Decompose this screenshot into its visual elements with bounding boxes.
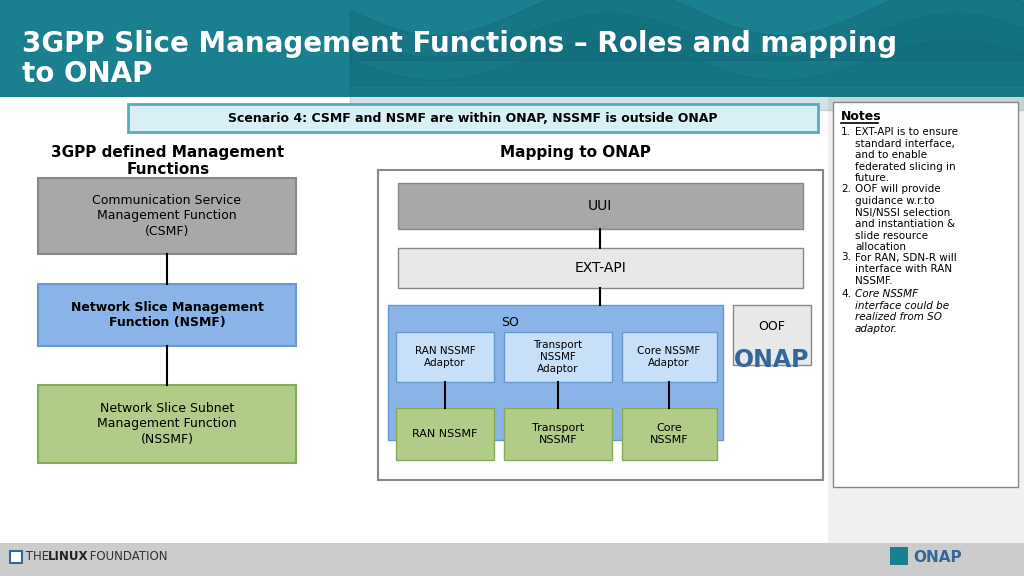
FancyBboxPatch shape (388, 305, 723, 440)
FancyBboxPatch shape (733, 305, 811, 365)
Text: 4.: 4. (841, 289, 851, 299)
FancyBboxPatch shape (398, 183, 803, 229)
FancyBboxPatch shape (128, 104, 818, 132)
Text: SO: SO (501, 316, 519, 329)
Text: Transport
NSSMF: Transport NSSMF (531, 423, 584, 445)
FancyBboxPatch shape (504, 332, 612, 382)
FancyBboxPatch shape (0, 97, 1024, 576)
FancyBboxPatch shape (396, 332, 494, 382)
Text: LINUX: LINUX (48, 551, 88, 563)
FancyBboxPatch shape (378, 170, 823, 480)
FancyBboxPatch shape (833, 102, 1018, 487)
FancyBboxPatch shape (504, 408, 612, 460)
Text: EXT-API: EXT-API (574, 261, 626, 275)
Text: OOF: OOF (759, 320, 785, 332)
Text: RAN NSSMF: RAN NSSMF (413, 429, 477, 439)
Text: Mapping to ONAP: Mapping to ONAP (500, 145, 650, 160)
Text: Transport
NSSMF
Adaptor: Transport NSSMF Adaptor (534, 340, 583, 374)
Text: ONAP: ONAP (734, 348, 810, 372)
FancyBboxPatch shape (622, 408, 717, 460)
Text: OOF will provide
guidance w.r.to
NSI/NSSI selection
and instantiation &
slide re: OOF will provide guidance w.r.to NSI/NSS… (855, 184, 955, 252)
Text: ONAP: ONAP (913, 550, 962, 564)
Text: Network Slice Subnet
Management Function
(NSSMF): Network Slice Subnet Management Function… (97, 403, 237, 445)
FancyBboxPatch shape (398, 248, 803, 288)
Text: Network Slice Management
Function (NSMF): Network Slice Management Function (NSMF) (71, 301, 263, 329)
Text: 2.: 2. (841, 184, 851, 195)
Text: For RAN, SDN-R will
interface with RAN
NSSMF.: For RAN, SDN-R will interface with RAN N… (855, 252, 956, 286)
FancyBboxPatch shape (38, 178, 296, 254)
FancyBboxPatch shape (622, 332, 717, 382)
FancyBboxPatch shape (890, 547, 908, 565)
FancyBboxPatch shape (396, 408, 494, 460)
Text: 1.: 1. (841, 127, 851, 137)
Text: to ONAP: to ONAP (22, 60, 153, 88)
FancyBboxPatch shape (10, 551, 22, 563)
Text: THE: THE (22, 551, 53, 563)
FancyBboxPatch shape (0, 0, 1024, 97)
Text: 3GPP Slice Management Functions – Roles and mapping: 3GPP Slice Management Functions – Roles … (22, 30, 897, 58)
Text: RAN NSSMF
Adaptor: RAN NSSMF Adaptor (415, 346, 475, 368)
FancyBboxPatch shape (38, 284, 296, 346)
Text: UUI: UUI (588, 199, 612, 213)
Text: EXT-API is to ensure
standard interface,
and to enable
federated slicing in
futu: EXT-API is to ensure standard interface,… (855, 127, 958, 183)
Text: Core
NSSMF: Core NSSMF (649, 423, 688, 445)
Text: 3GPP defined Management
Functions: 3GPP defined Management Functions (51, 145, 285, 177)
Text: Core NSSMF
Adaptor: Core NSSMF Adaptor (637, 346, 700, 368)
FancyBboxPatch shape (0, 543, 1024, 576)
FancyBboxPatch shape (38, 385, 296, 463)
Text: 3.: 3. (841, 252, 851, 263)
Text: Scenario 4: CSMF and NSMF are within ONAP, NSSMF is outside ONAP: Scenario 4: CSMF and NSMF are within ONA… (228, 112, 718, 124)
Text: Communication Service
Management Function
(CSMF): Communication Service Management Functio… (92, 195, 242, 237)
Text: FOUNDATION: FOUNDATION (86, 551, 168, 563)
FancyBboxPatch shape (0, 97, 828, 576)
Text: Core NSSMF
interface could be
realized from SO
adaptor.: Core NSSMF interface could be realized f… (855, 289, 949, 334)
Text: Notes: Notes (841, 110, 882, 123)
